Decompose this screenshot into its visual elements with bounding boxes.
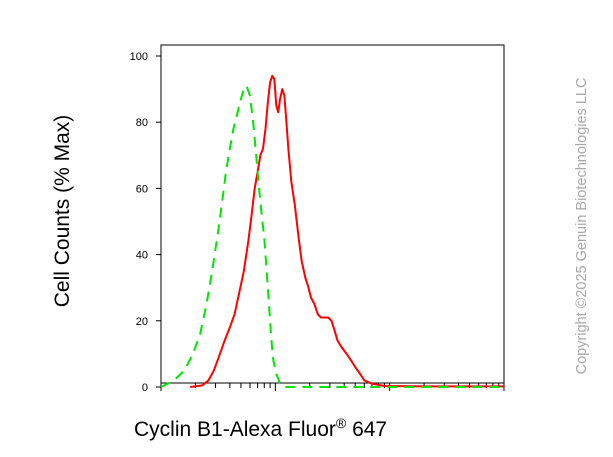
y-tick-label: 60 <box>136 183 148 195</box>
x-axis-title-registered: ® <box>336 415 347 431</box>
y-tick-label: 40 <box>136 250 148 262</box>
sample-histogram-line <box>190 74 504 388</box>
y-tick-label: 0 <box>142 382 148 394</box>
y-tick-label: 100 <box>130 51 148 63</box>
control-histogram-line <box>160 84 504 388</box>
x-axis-title-main: Cyclin B1-Alexa Fluor <box>134 418 336 441</box>
y-tick-label: 80 <box>136 117 148 129</box>
copyright-watermark: Copyright ©2025 Genuin Biotechnologies L… <box>574 78 590 375</box>
y-axis-ticks: 0 20 40 60 80 100 <box>130 51 161 394</box>
y-axis-title: Cell Counts (% Max) <box>51 115 74 308</box>
x-axis-title-suffix: 647 <box>346 418 387 441</box>
plot-frame <box>160 44 505 384</box>
series-layer <box>160 74 504 388</box>
x-axis-title: Cyclin B1-Alexa Fluor® 647 <box>134 415 387 441</box>
y-tick-label: 20 <box>136 316 148 328</box>
